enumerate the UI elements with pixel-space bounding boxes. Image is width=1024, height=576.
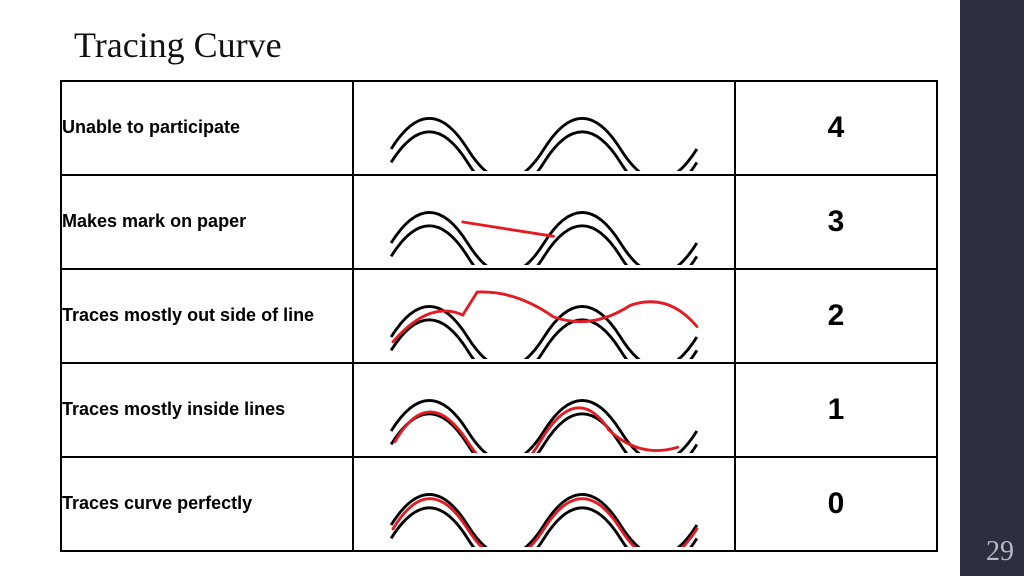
row-curve xyxy=(353,269,735,363)
row-description: Traces mostly inside lines xyxy=(61,363,353,457)
row-curve xyxy=(353,81,735,175)
tracing-curve-icon xyxy=(364,367,724,453)
row-description: Unable to participate xyxy=(61,81,353,175)
slide-title: Tracing Curve xyxy=(74,24,930,66)
table-row: Traces mostly out side of line 2 xyxy=(61,269,937,363)
row-description: Traces curve perfectly xyxy=(61,457,353,551)
row-score: 4 xyxy=(735,81,937,175)
row-description: Traces mostly out side of line xyxy=(61,269,353,363)
table-row: Traces curve perfectly 0 xyxy=(61,457,937,551)
slide: 29 Tracing Curve Unable to participate 4… xyxy=(0,0,1024,576)
table-row: Makes mark on paper 3 xyxy=(61,175,937,269)
tracing-curve-icon xyxy=(364,461,724,547)
table-row: Unable to participate 4 xyxy=(61,81,937,175)
tracing-curve-icon xyxy=(364,179,724,265)
rubric-table: Unable to participate 4 Makes mark on pa… xyxy=(60,80,938,552)
slide-sidebar: 29 xyxy=(960,0,1024,576)
row-curve xyxy=(353,363,735,457)
row-curve xyxy=(353,175,735,269)
page-number: 29 xyxy=(986,536,1014,568)
slide-content: Tracing Curve Unable to participate 4 Ma… xyxy=(0,0,960,576)
row-curve xyxy=(353,457,735,551)
row-score: 3 xyxy=(735,175,937,269)
row-score: 2 xyxy=(735,269,937,363)
row-score: 1 xyxy=(735,363,937,457)
tracing-curve-icon xyxy=(364,85,724,171)
row-description: Makes mark on paper xyxy=(61,175,353,269)
row-score: 0 xyxy=(735,457,937,551)
table-row: Traces mostly inside lines 1 xyxy=(61,363,937,457)
tracing-curve-icon xyxy=(364,273,724,359)
